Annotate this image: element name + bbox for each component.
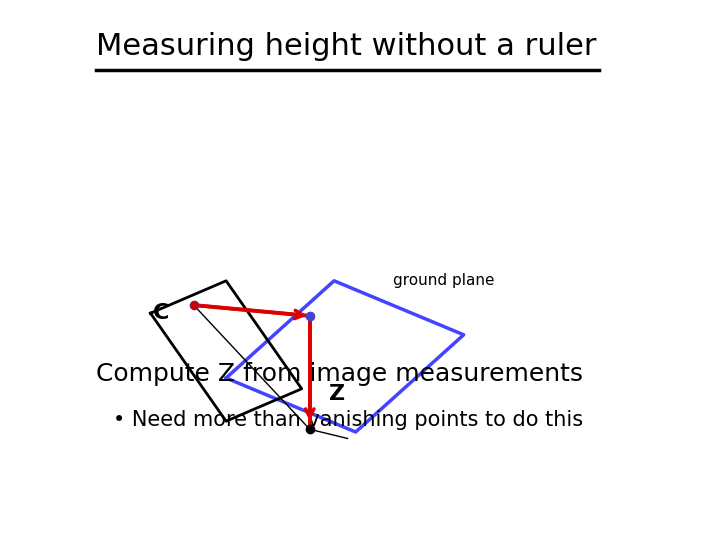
Text: Compute Z from image measurements: Compute Z from image measurements [96, 362, 583, 386]
Text: • Need more than vanishing points to do this: • Need more than vanishing points to do … [113, 410, 582, 430]
Text: ground plane: ground plane [394, 273, 495, 288]
Text: Z: Z [329, 384, 345, 404]
Text: C: C [153, 303, 169, 323]
Text: Measuring height without a ruler: Measuring height without a ruler [96, 32, 597, 62]
